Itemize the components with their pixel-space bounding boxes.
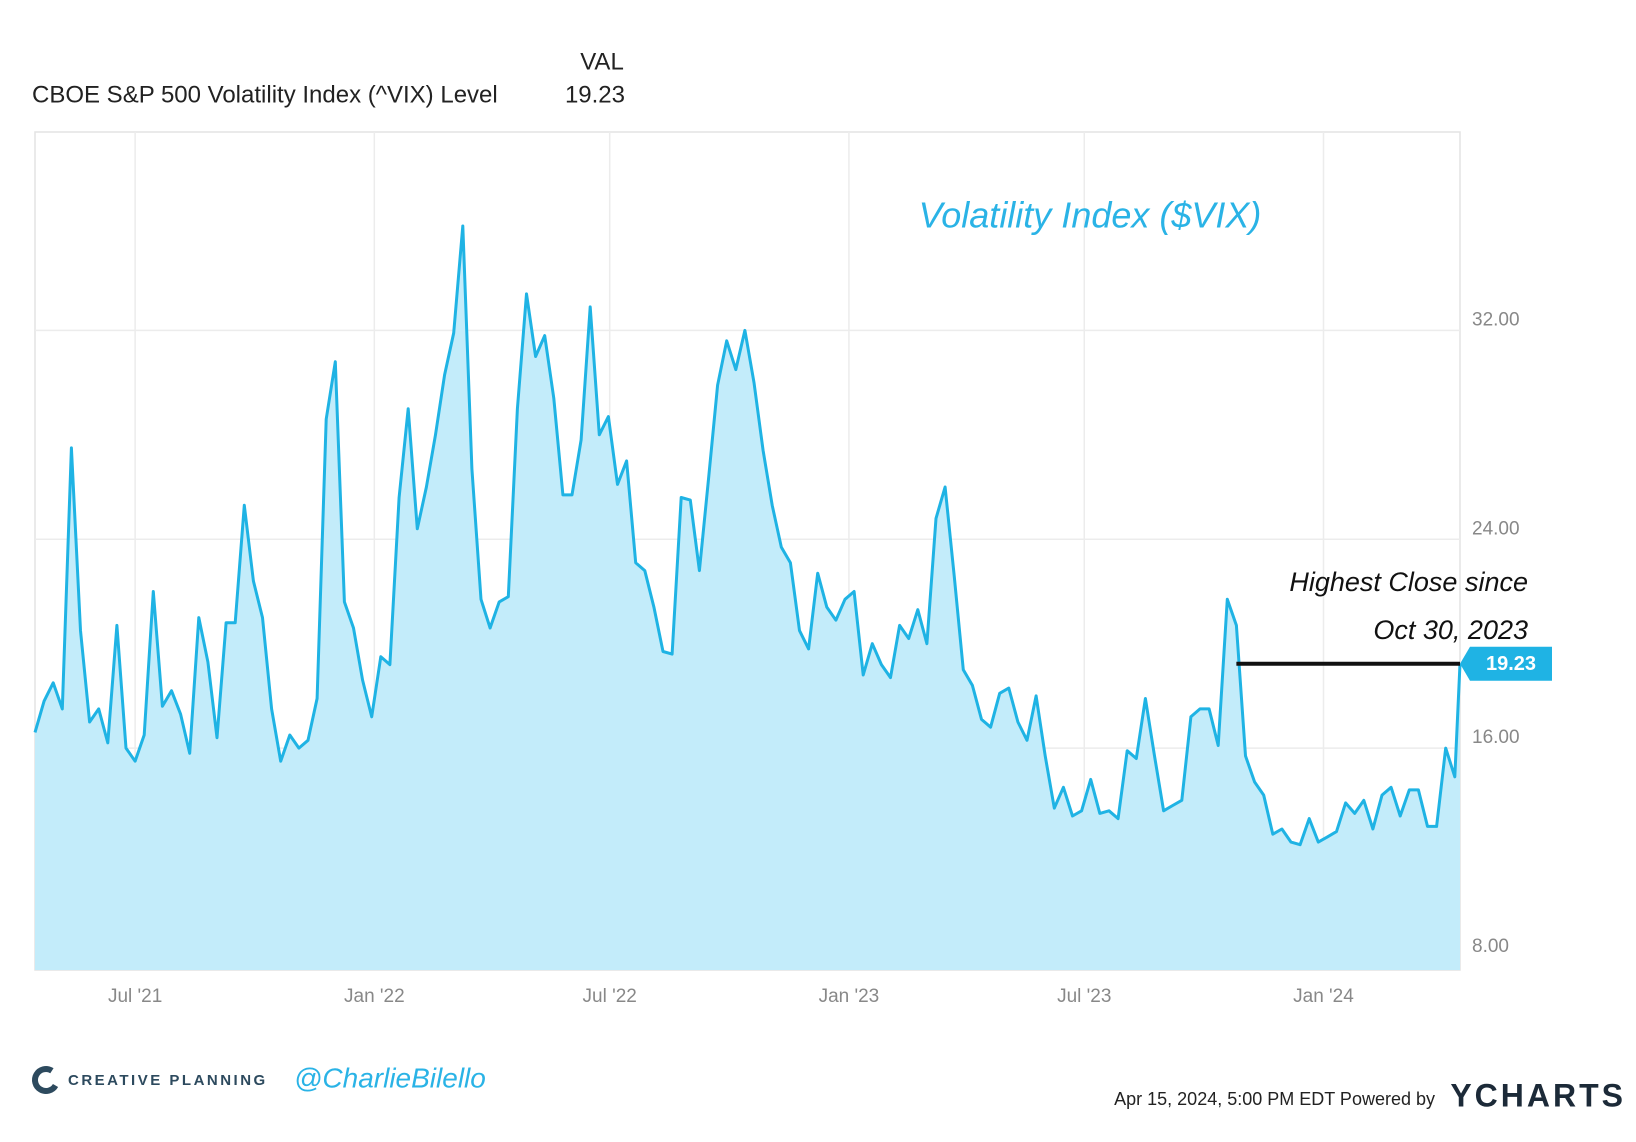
y-tick-label: 24.00 [1472, 518, 1520, 539]
x-tick-label: Jan '23 [819, 986, 880, 1007]
x-tick-label: Jan '24 [1293, 986, 1354, 1007]
y-tick-label: 32.00 [1472, 309, 1520, 330]
chart-title: Volatility Index ($VIX) [919, 195, 1262, 236]
series-name: CBOE S&P 500 Volatility Index (^VIX) Lev… [32, 81, 498, 108]
y-tick-label: 16.00 [1472, 727, 1520, 748]
brand-logo [32, 1066, 61, 1094]
footer-timestamp: Apr 15, 2024, 5:00 PM EDT Powered by [1114, 1089, 1435, 1109]
annotation-line-2: Oct 30, 2023 [1373, 615, 1528, 645]
annotation-line-1: Highest Close since [1289, 567, 1528, 597]
plot-area: 8.00 16.00 24.00 32.00 Jul '21 Jan '22 Jul '22… [33, 131, 1552, 1007]
area-fill [35, 226, 1460, 970]
header-value: 19.23 [565, 81, 625, 108]
value-badge [1460, 646, 1552, 681]
x-tick-label: Jan '22 [344, 986, 405, 1007]
series-line [33, 224, 1462, 847]
value-badge-label: 19.23 [1486, 653, 1536, 675]
footer-provider: YCHARTS [1450, 1077, 1626, 1113]
x-tick-label: Jul '23 [1057, 986, 1111, 1007]
header-column: VAL [580, 48, 624, 75]
footer-handle: @CharlieBilello [294, 1062, 486, 1093]
x-tick-label: Jul '21 [108, 986, 162, 1007]
x-tick-label: Jul '22 [583, 986, 637, 1007]
y-tick-label: 8.00 [1472, 936, 1509, 957]
footer-brand: CREATIVE PLANNING [68, 1072, 268, 1089]
